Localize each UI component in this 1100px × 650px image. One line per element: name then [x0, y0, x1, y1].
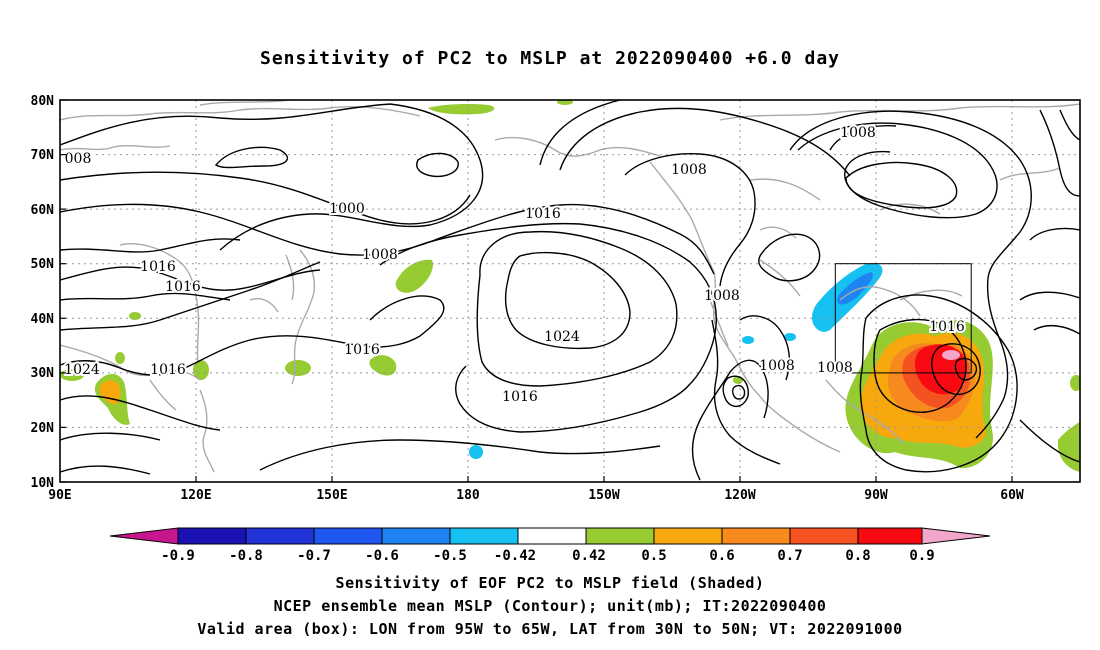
- colorbar-segment: [585, 527, 655, 545]
- valid-area-box: [834, 263, 972, 374]
- colorbar-label: -0.7: [297, 548, 331, 564]
- contour-label: 1008: [671, 162, 707, 178]
- positive-sensitivity-shading: [60, 100, 1080, 472]
- contour-label: 1024: [64, 362, 100, 378]
- lat-label: 70N: [31, 148, 55, 163]
- colorbar-label: 0.7: [777, 548, 802, 564]
- colorbar-label: -0.8: [229, 548, 263, 564]
- colorbar-segment: [721, 527, 791, 545]
- colorbar-segment: [313, 527, 383, 545]
- longitude-labels: 90E 120E 150E 180 150W 120W 90W 60W: [48, 488, 1024, 503]
- contour-label: 1024: [544, 329, 580, 345]
- contour-label: 1008: [840, 125, 876, 141]
- colorbar-segment: [517, 527, 587, 545]
- colorbar-label: -0.5: [433, 548, 467, 564]
- coastlines: [60, 100, 1080, 473]
- lat-label: 80N: [31, 94, 55, 109]
- contour-label: 1016: [150, 362, 186, 378]
- colorbar-segment: [177, 527, 247, 545]
- contour-label: 1008: [759, 358, 795, 374]
- colorbar-label: -0.6: [365, 548, 399, 564]
- colorbar-label: 0.42: [572, 548, 606, 564]
- colorbar-label: -0.42: [494, 548, 536, 564]
- colorbar-segment: [857, 527, 923, 545]
- colorbar-label: 0.9: [909, 548, 934, 564]
- colorbar-label: -0.9: [161, 548, 195, 564]
- contour-label: 1016: [929, 319, 965, 335]
- lon-label: 180: [456, 488, 480, 503]
- colorbar-segment: [381, 527, 451, 545]
- contour-label: 008: [65, 151, 92, 167]
- lon-label: 90E: [48, 488, 71, 503]
- colorbar-segment: [109, 527, 179, 545]
- contour-label: 1016: [344, 342, 380, 358]
- colorbar-segment: [245, 527, 315, 545]
- lon-label: 150E: [316, 488, 347, 503]
- lon-label: 120E: [180, 488, 211, 503]
- contour-label: 1008: [362, 247, 398, 263]
- contour-label: 1016: [140, 259, 176, 275]
- axis-ticks: [60, 99, 1013, 483]
- colorbar-segment: [653, 527, 723, 545]
- contour-label: 1016: [502, 389, 538, 405]
- negative-sensitivity-shading: [469, 262, 883, 459]
- caption-valid-area: Valid area (box): LON from 95W to 65W, L…: [197, 620, 903, 638]
- lat-label: 40N: [31, 312, 55, 327]
- lat-label: 50N: [31, 257, 55, 272]
- map-frame: [59, 99, 1081, 483]
- colorbar-label: 0.8: [845, 548, 870, 564]
- figure-title: Sensitivity of PC2 to MSLP at 2022090400…: [259, 48, 840, 69]
- contour-label: 1008: [817, 360, 853, 376]
- contour-label: 1016: [525, 206, 561, 222]
- colorbar-label: 0.5: [641, 548, 666, 564]
- latitude-labels: 80N 70N 60N 50N 40N 30N 20N 10N: [31, 94, 55, 491]
- caption-contour: NCEP ensemble mean MSLP (Contour); unit(…: [273, 597, 827, 615]
- colorbar-label: 0.6: [709, 548, 734, 564]
- contour-label: 1000: [329, 201, 365, 217]
- caption-shading: Sensitivity of EOF PC2 to MSLP field (Sh…: [335, 574, 765, 592]
- colorbar-segment: [921, 527, 991, 545]
- lon-label: 90W: [864, 488, 888, 503]
- lat-label: 20N: [31, 421, 55, 436]
- contour-labels: 008 1000 1016 1008 1016 1016 1016 1024 1…: [62, 123, 967, 407]
- sensitivity-shading: [60, 100, 1080, 472]
- lon-label: 150W: [588, 488, 619, 503]
- lon-label: 120W: [724, 488, 755, 503]
- lat-label: 10N: [31, 476, 55, 491]
- colorbar-segment: [449, 527, 519, 545]
- lon-label: 60W: [1000, 488, 1024, 503]
- contour-label: 1016: [165, 279, 201, 295]
- contour-label: 1008: [704, 288, 740, 304]
- lat-label: 30N: [31, 366, 55, 381]
- mslp-contours: [60, 100, 1080, 481]
- colorbar-segment: [789, 527, 859, 545]
- lat-label: 60N: [31, 203, 55, 218]
- colorbar: -0.9 -0.8 -0.7 -0.6 -0.5 -0.42 0.42 0.5 …: [109, 527, 991, 564]
